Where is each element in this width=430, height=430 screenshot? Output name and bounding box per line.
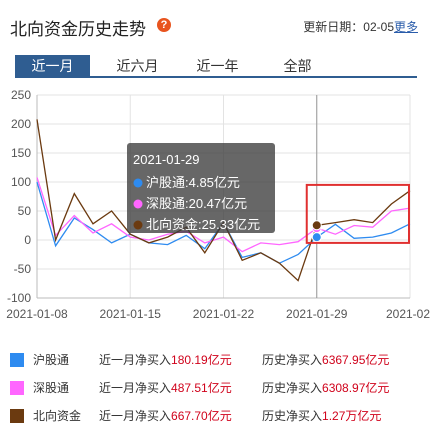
legend-row: 深股通 近一月净买入487.51亿元 历史净买入6308.97亿元 — [0, 378, 430, 398]
x-tick-label: 2021-01-22 — [193, 307, 255, 321]
tooltip: 2021-01-29 沪股通:4.85亿元深股通:20.47亿元北向资金:25.3… — [127, 143, 275, 233]
legend-swatch — [10, 409, 24, 423]
legend-name: 深股通 — [33, 381, 70, 395]
legend-recent: 近一月净买入487.51亿元 — [99, 381, 232, 395]
legend-row: 沪股通 近一月净买入180.19亿元 历史净买入6367.95亿元 — [0, 350, 430, 370]
legend-recent: 近一月净买入667.70亿元 — [99, 409, 232, 423]
legend-history: 历史净买入6367.95亿元 — [262, 353, 390, 367]
cursor-point — [311, 220, 322, 231]
legend-swatch — [10, 353, 24, 367]
y-tick-label: -100 — [7, 291, 31, 305]
x-tick-label: 2021-02- — [386, 307, 430, 321]
y-tick-label: 200 — [11, 117, 31, 131]
legend-name: 沪股通 — [33, 353, 70, 367]
tab-underline — [15, 76, 417, 78]
legend-name: 北向资金 — [33, 409, 82, 423]
y-tick-label: 100 — [11, 175, 31, 189]
tab-one-year[interactable]: 近一年 — [196, 58, 239, 74]
y-tick-label: -50 — [14, 262, 32, 276]
legend-recent: 近一月净买入180.19亿元 — [99, 353, 232, 367]
legend-history: 历史净买入6308.97亿元 — [262, 381, 390, 395]
legend-history: 历史净买入1.27万亿元 — [262, 409, 382, 423]
more-link[interactable]: 更多 — [393, 20, 418, 34]
header: 北向资金历史走势 ? 更新日期：02-05 更多 — [0, 0, 430, 44]
y-axis-ticks: 250 200 150 100 50 0 -50 -100 — [7, 88, 31, 305]
y-tick-label: 50 — [18, 204, 32, 218]
cursor-point — [311, 232, 322, 243]
x-tick-label: 2021-01-29 — [286, 307, 348, 321]
tooltip-dot — [133, 199, 143, 209]
y-tick-label: 0 — [24, 233, 31, 247]
tab-one-month[interactable]: 近一月 — [15, 55, 90, 77]
update-date: 更新日期：02-05 — [303, 20, 394, 34]
tooltip-box — [127, 143, 275, 233]
tooltip-item: 沪股通:4.85亿元 — [146, 175, 240, 190]
tooltip-dot — [133, 220, 143, 230]
help-icon[interactable]: ? — [157, 18, 171, 32]
x-tick-label: 2021-01-15 — [100, 307, 162, 321]
page-title: 北向资金历史走势 — [10, 20, 146, 39]
x-tick-label: 2021-01-08 — [6, 307, 68, 321]
tab-six-months[interactable]: 近六月 — [116, 58, 159, 74]
hover-cursor — [311, 95, 322, 298]
legend-row: 北向资金 近一月净买入667.70亿元 历史净买入1.27万亿元 — [0, 406, 430, 426]
x-axis-ticks: 2021-01-08 2021-01-15 2021-01-22 2021-01-29… — [6, 307, 430, 321]
series-line — [36, 177, 411, 253]
tooltip-date: 2021-01-29 — [133, 152, 200, 167]
tab-all[interactable]: 全部 — [283, 58, 312, 74]
y-tick-label: 150 — [11, 146, 31, 160]
y-tick-label: 250 — [11, 88, 31, 102]
highlight-box — [305, 183, 410, 244]
tooltip-dot — [133, 178, 143, 188]
tooltip-item: 深股通:20.47亿元 — [146, 196, 247, 211]
tooltip-item: 北向资金:25.33亿元 — [146, 217, 260, 232]
legend-swatch — [10, 381, 24, 395]
